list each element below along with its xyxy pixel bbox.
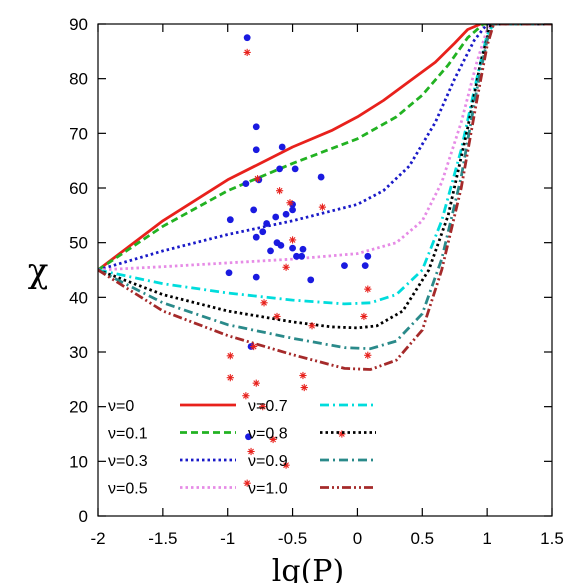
scatter-point-circle [276,165,283,173]
scatter-point-asterisk [242,392,250,400]
scatter-point-circle [293,252,300,260]
legend-label: ν=0.1 [108,426,148,443]
scatter-point-circle [267,247,274,255]
scatter-point-circle [278,143,286,151]
scatter-point-circle [252,123,260,131]
scatter-point-asterisk [282,461,290,469]
scatter-point-asterisk [273,312,281,321]
scatter-point-circle [225,269,233,277]
scatter-point-asterisk [276,187,284,195]
y-tick-label: 40 [69,288,88,307]
legend-label: ν=0.8 [248,426,288,443]
y-tick-label: 80 [69,70,88,89]
scatter-point-circle [364,252,372,260]
scatter-point-circle [317,173,325,181]
scatter-point-circle [272,213,280,221]
y-tick-label: 90 [69,15,88,34]
legend-label: ν=1.0 [248,481,288,498]
x-tick-label: 1.5 [540,529,564,548]
legend-label: ν=0 [108,398,134,415]
scatter-point-asterisk [364,351,372,359]
legend-label: ν=0.9 [248,453,288,470]
scatter-point-circle [226,216,234,224]
legend-label: ν=0.3 [108,453,148,470]
scatter-point-asterisk [260,299,268,307]
scatter-point-asterisk [318,203,327,211]
scatter-point-asterisk [282,263,290,271]
scatter-point-circle [243,34,251,42]
x-tick-label: -1.5 [148,529,177,548]
y-tick-label: 30 [69,343,88,362]
x-tick-label: -1 [220,529,235,548]
scatter-point-circle [242,180,250,188]
plot-frame [97,23,553,517]
scatter-point-asterisk [243,48,251,57]
series-line-1 [98,24,552,272]
scatter-point-circle [252,233,260,241]
y-axis-label: χ [28,251,49,291]
series-line-3 [98,24,552,272]
scatter-point-circle [259,228,267,236]
scatter-point-circle [252,146,260,154]
y-tick-label: 0 [79,507,88,526]
scatter-point-circle [361,262,369,270]
scatter-point-asterisk [308,322,316,330]
scatter-point-circle [307,276,315,284]
y-tick-label: 10 [69,452,88,471]
y-tick-label: 50 [69,234,88,253]
x-tick-label: -2 [90,529,105,548]
scatter-point-asterisk [252,379,260,387]
series-line-6 [98,24,552,330]
series-line-5 [98,24,552,306]
series-line-8 [98,24,552,371]
scatter-point-asterisk [226,374,234,382]
legend: ν=0 ν=0.1 ν=0.3 ν=0.5 ν=0.7 ν=0.8 ν=0.9 ν=1.0 [108,398,376,498]
scatter-point-circle [282,210,290,218]
scatter-point-asterisk [364,285,372,293]
scatter-point-circle [250,206,258,214]
y-tick-label: 70 [69,124,88,143]
scatter-point-circle [298,252,306,260]
scatter-point-asterisk [300,383,308,392]
x-tick-label: 0 [353,529,362,548]
legend-label: ν=0.7 [248,398,288,415]
scatter-point-circle [263,220,271,227]
scatter-point-asterisk [288,236,297,244]
scatter-point-asterisk [259,403,267,411]
scatter-point-asterisk [269,435,277,444]
x-axis-label: lg(P) [272,554,344,583]
scatter-point-asterisk [247,447,255,456]
x-tick-label: 0.5 [410,529,434,548]
legend-label: ν=0.5 [108,481,148,498]
series-line-7 [98,24,552,351]
scatter-point-circle [341,262,348,270]
scatter-point-asterisk [243,479,251,487]
scatter-point-asterisk [299,371,307,380]
scatter-point-asterisk [250,342,258,351]
scatter-point-circle [245,433,252,441]
scatter-point-asterisk [286,199,294,207]
scatter-point-asterisk [226,352,234,360]
scatter-point-circle [299,245,307,253]
scatter-point-circle [289,206,296,214]
scatter-point-asterisk [360,312,368,321]
x-tick-label: 1 [482,529,491,548]
scatter-point-circle [252,273,260,281]
x-tick-label: -0.5 [278,529,307,548]
y-tick-label: 20 [69,398,88,417]
scatter-point-circle [277,242,285,249]
y-tick-label: 60 [69,179,88,198]
scatter-point-asterisk [253,175,262,183]
scatter-point-circle [289,244,296,252]
scatter-point-circle [291,165,299,173]
series-line-2 [98,24,552,272]
